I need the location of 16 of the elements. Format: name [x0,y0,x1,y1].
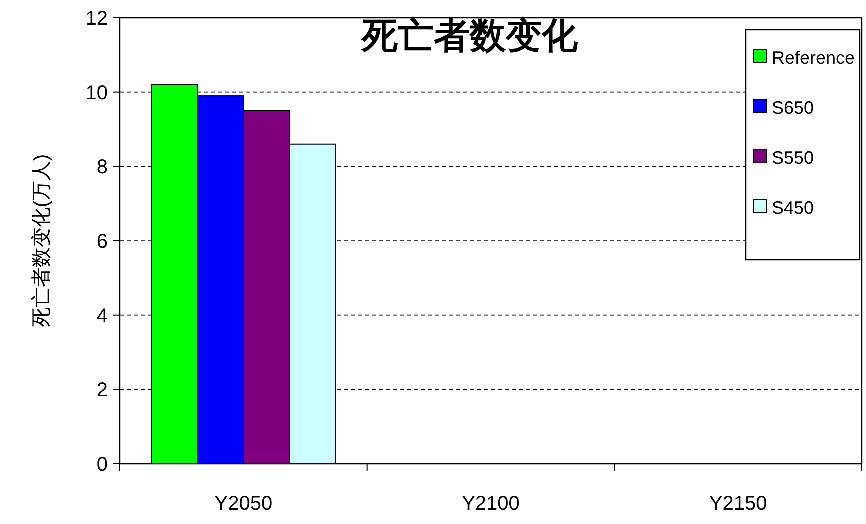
x-tick-label: Y2100 [462,493,520,515]
y-axis-title: 死亡者数变化(万人) [31,154,53,328]
y-tick-label: 8 [96,156,108,179]
y-tick-label: 2 [96,380,108,402]
x-tick-label: Y2050 [214,493,273,515]
y-tick-label: 6 [96,231,108,253]
legend-label: S550 [772,148,814,168]
y-tick-label: 10 [86,82,108,104]
y-tick-label: 0 [96,454,108,476]
legend-label: S650 [772,98,814,118]
x-tick-label: Y2150 [709,493,768,515]
legend-label: S450 [772,198,814,218]
y-tick-label: 4 [96,305,108,328]
legend-label: Reference [772,48,856,68]
chart-title: 死亡者数变化 [361,15,579,56]
y-tick-label: 12 [86,8,108,30]
